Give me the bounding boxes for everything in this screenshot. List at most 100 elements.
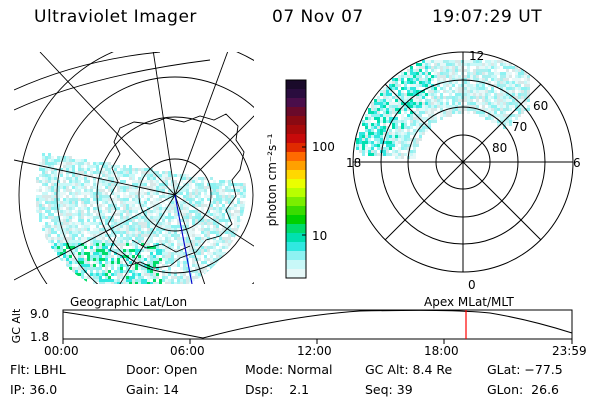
observation-date: 07 Nov 07 [272, 7, 364, 27]
emission-pixel [371, 144, 374, 147]
emission-pixel [45, 186, 48, 189]
emission-pixel [374, 99, 377, 102]
emission-pixel [102, 249, 105, 252]
emission-pixel [141, 273, 144, 276]
emission-pixel [368, 123, 371, 126]
emission-pixel [201, 210, 204, 213]
emission-pixel [413, 123, 416, 126]
emission-pixel [512, 105, 515, 108]
emission-pixel [359, 138, 362, 141]
emission-pixel [386, 132, 389, 135]
emission-pixel [500, 120, 503, 123]
mlat-label-70: 70 [512, 120, 527, 134]
emission-pixel [114, 219, 117, 222]
emission-pixel [491, 117, 494, 120]
emission-pixel [117, 177, 120, 180]
emission-pixel [162, 192, 165, 195]
emission-pixel [129, 210, 132, 213]
emission-pixel [39, 180, 42, 183]
emission-pixel [416, 105, 419, 108]
emission-pixel [108, 165, 111, 168]
emission-pixel [45, 222, 48, 225]
emission-pixel [365, 117, 368, 120]
emission-pixel [78, 219, 81, 222]
emission-pixel [129, 255, 132, 258]
emission-pixel [413, 120, 416, 123]
emission-pixel [389, 120, 392, 123]
emission-pixel [135, 273, 138, 276]
emission-pixel [135, 225, 138, 228]
emission-pixel [195, 225, 198, 228]
emission-pixel [78, 198, 81, 201]
emission-pixel [219, 249, 222, 252]
emission-pixel [48, 204, 51, 207]
emission-pixel [416, 99, 419, 102]
emission-pixel [132, 204, 135, 207]
emission-pixel [479, 84, 482, 87]
emission-pixel [512, 120, 515, 123]
emission-pixel [78, 159, 81, 162]
emission-pixel [135, 231, 138, 234]
emission-pixel [180, 189, 183, 192]
emission-pixel [156, 204, 159, 207]
emission-pixel [410, 108, 413, 111]
emission-pixel [72, 165, 75, 168]
emission-pixel [240, 204, 243, 207]
emission-pixel [114, 183, 117, 186]
emission-pixel [144, 183, 147, 186]
emission-pixel [455, 105, 458, 108]
emission-pixel [428, 102, 431, 105]
emission-pixel [371, 105, 374, 108]
emission-pixel [84, 237, 87, 240]
emission-pixel [123, 249, 126, 252]
emission-pixel [192, 264, 195, 267]
emission-pixel [488, 96, 491, 99]
emission-pixel [180, 249, 183, 252]
emission-pixel [404, 84, 407, 87]
emission-pixel [69, 225, 72, 228]
emission-pixel [368, 114, 371, 117]
emission-pixel [434, 90, 437, 93]
emission-pixel [189, 195, 192, 198]
emission-pixel [168, 237, 171, 240]
emission-pixel [446, 75, 449, 78]
emission-pixel [431, 60, 434, 63]
emission-pixel [189, 201, 192, 204]
emission-pixel [503, 96, 506, 99]
emission-pixel [398, 96, 401, 99]
emission-pixel [132, 255, 135, 258]
emission-pixel [54, 225, 57, 228]
emission-pixel [216, 228, 219, 231]
emission-pixel [99, 282, 102, 284]
emission-pixel [389, 153, 392, 156]
emission-pixel [69, 219, 72, 222]
emission-pixel [108, 180, 111, 183]
emission-pixel [491, 66, 494, 69]
emission-pixel [132, 201, 135, 204]
emission-pixel [371, 132, 374, 135]
emission-pixel [159, 204, 162, 207]
emission-pixel [72, 216, 75, 219]
emission-pixel [144, 264, 147, 267]
emission-pixel [111, 198, 114, 201]
emission-pixel [96, 276, 99, 279]
emission-pixel [69, 165, 72, 168]
emission-pixel [458, 75, 461, 78]
emission-pixel [78, 180, 81, 183]
emission-pixel [198, 252, 201, 255]
emission-pixel [425, 117, 428, 120]
colorbar-cell [286, 134, 306, 144]
emission-pixel [54, 207, 57, 210]
emission-pixel [111, 255, 114, 258]
emission-pixel [389, 84, 392, 87]
emission-pixel [93, 261, 96, 264]
emission-pixel [123, 168, 126, 171]
emission-pixel [186, 195, 189, 198]
emission-pixel [174, 216, 177, 219]
emission-pixel [75, 162, 78, 165]
emission-pixel [162, 216, 165, 219]
emission-pixel [177, 264, 180, 267]
emission-pixel [168, 234, 171, 237]
emission-pixel [231, 207, 234, 210]
emission-pixel [419, 102, 422, 105]
